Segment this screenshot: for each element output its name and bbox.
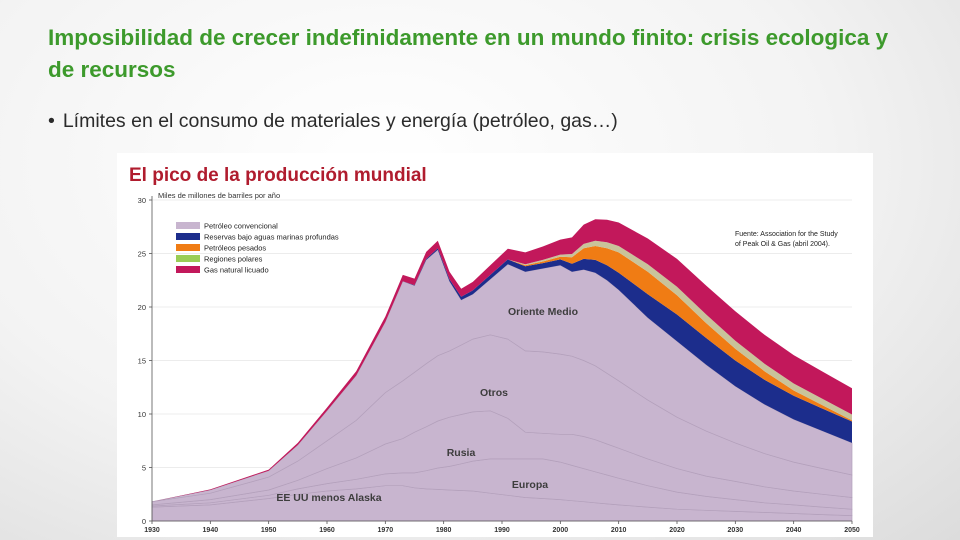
x-tick-label-1990: 1990 [494,527,510,534]
chart-region-labels: EE UU menos Alaska Europa Rusia Otros Orient… [276,306,578,504]
chart-areas [151,219,853,522]
legend-swatch-1 [176,233,200,240]
area-petr-leos-pesados [152,246,852,502]
legend-swatch-4 [176,266,200,273]
y-tick-label-5: 5 [142,464,146,473]
bullet-item: • Límites en el consumo de materiales y … [48,110,618,133]
region-label-oriente-medio: Oriente Medio [508,306,578,318]
x-tick-label-2040: 2040 [786,527,802,534]
legend-label-2: Petróleos pesados [204,244,266,253]
y-tick-label-0: 0 [142,517,146,526]
source-line-1: of Peak Oil & Gas (abril 2004). [735,241,830,248]
region-label-ee-uu-menos-alaska: EE UU menos Alaska [276,492,381,504]
x-tick-label-1930: 1930 [144,527,160,534]
legend-label-1: Reservas bajo aguas marinas profundas [204,233,339,242]
y-tick-label-15: 15 [138,357,146,366]
x-tick-label-2050: 2050 [844,527,860,534]
x-tick-label-1970: 1970 [378,527,394,534]
legend-label-0: Petróleo convencional [204,222,278,231]
chart-ylabel: Miles de millones de barriles por año [158,191,280,200]
x-tick-label-1950: 1950 [261,527,277,534]
region-label-rusia: Rusia [447,447,476,459]
x-tick-label-1980: 1980 [436,527,452,534]
chart-canvas: El pico de la producción mundial Miles d… [129,165,860,534]
legend-swatch-3 [176,255,200,262]
chart-title: El pico de la producción mundial [129,165,427,186]
legend-swatch-0 [176,222,200,229]
bullet-text: Límites en el consumo de materiales y en… [62,110,618,132]
legend-label-4: Gas natural licuado [204,266,269,275]
y-tick-label-30: 30 [138,196,146,205]
legend-swatch-2 [176,244,200,251]
x-tick-label-2030: 2030 [728,527,744,534]
x-tick-label-1960: 1960 [319,527,335,534]
x-tick-label-2010: 2010 [611,527,627,534]
chart-axes: 0 5 10 15 20 25 30 1930 1940 1950 1960 1970 1980 1990… [138,196,860,534]
region-label-otros: Otros [480,387,508,399]
y-tick-label-25: 25 [138,250,146,259]
legend-label-3: Regiones polares [204,255,263,264]
chart-source-note: Fuente: Association for the Study of Peak… [735,231,838,248]
y-tick-label-10: 10 [138,410,146,419]
chart-legend: Petróleo convencional Reservas bajo aguas… [176,222,339,275]
source-line-0: Fuente: Association for the Study [735,231,838,238]
peak-oil-chart: El pico de la producción mundial Miles d… [117,153,873,537]
y-tick-label-20: 20 [138,303,146,312]
x-tick-label-2020: 2020 [669,527,685,534]
region-label-europa: Europa [512,479,548,491]
x-tick-label-2000: 2000 [553,527,569,534]
bullet-marker: • [48,110,55,132]
slide-title: Imposibilidad de crecer indefinidamente … [48,25,889,82]
x-tick-label-1940: 1940 [203,527,219,534]
